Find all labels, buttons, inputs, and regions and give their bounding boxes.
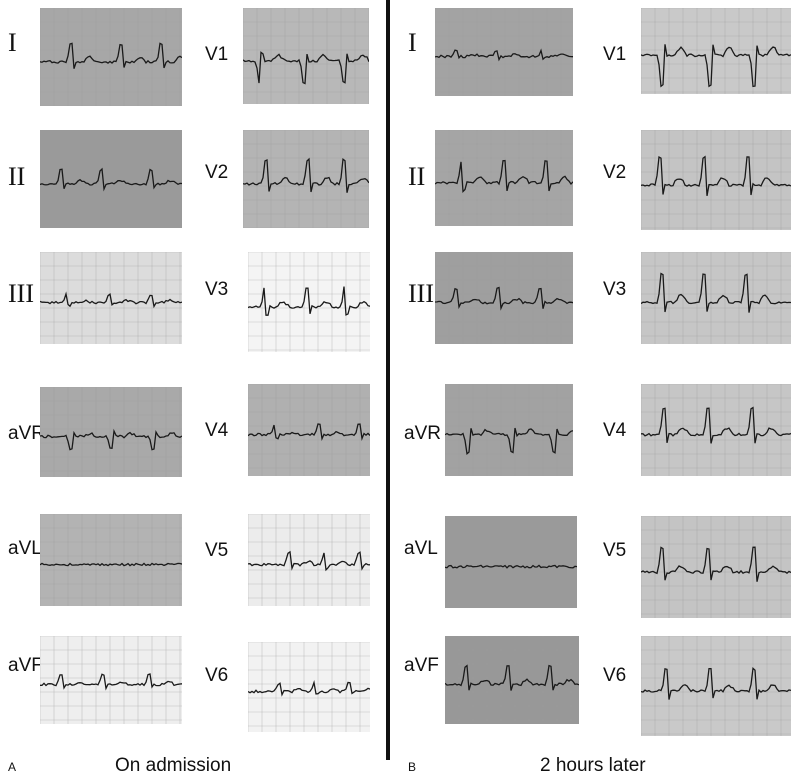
ecg-strip-b-avr [445, 384, 573, 476]
ecg-strip-a-v2 [243, 130, 369, 228]
ecg-strip-b-v5 [641, 516, 791, 618]
ecg-trace [243, 157, 369, 193]
lead-label-b-v1: V1 [603, 44, 627, 65]
ecg-trace [445, 427, 573, 455]
ecg-strip-a-avr [40, 387, 182, 477]
ecg-trace [445, 664, 579, 691]
lead-label-b-v6: V6 [603, 665, 627, 686]
ecg-strip-b-ii [435, 130, 573, 226]
ecg-strip-a-v3 [248, 252, 370, 352]
ecg-strip-b-v3 [641, 252, 791, 344]
lead-label-b-ii: II [408, 162, 426, 191]
ecg-strip-b-iii [435, 252, 573, 344]
ecg-strip-a-avf [40, 636, 182, 724]
lead-label-a-v4: V4 [205, 420, 229, 441]
ecg-strip-a-v1 [243, 8, 369, 104]
ecg-trace [40, 562, 182, 567]
panel-letter-a: A [8, 760, 17, 774]
ecg-trace [445, 564, 577, 569]
ecg-trace [641, 406, 791, 444]
ecg-trace [40, 167, 182, 192]
lead-label-a-v3: V3 [205, 279, 229, 300]
lead-label-b-iii: III [408, 279, 434, 308]
ecg-strip-a-iii [40, 252, 182, 344]
ecg-strip-b-v4 [641, 384, 791, 476]
ecg-trace [40, 42, 182, 69]
lead-label-a-v5: V5 [205, 540, 229, 561]
ecg-strip-a-v6 [248, 642, 370, 732]
ecg-strip-a-v4 [248, 384, 370, 476]
lead-label-b-v3: V3 [603, 279, 627, 300]
ecg-trace [248, 680, 370, 697]
ecg-strip-b-avf [445, 636, 579, 724]
ecg-trace [435, 159, 573, 193]
ecg-strip-a-v5 [248, 514, 370, 606]
lead-label-a-avr: aVR [8, 423, 45, 444]
ecg-strip-b-i [435, 8, 573, 96]
caption-2-hours-later: 2 hours later [540, 755, 646, 776]
lead-label-b-avl: aVL [404, 538, 438, 559]
ecg-trace [40, 673, 182, 691]
ecg-strip-b-v1 [641, 8, 791, 94]
ecg-strip-a-avl [40, 514, 182, 606]
lead-label-b-i: I [408, 28, 417, 57]
lead-label-a-v2: V2 [205, 162, 229, 183]
ecg-strip-a-ii [40, 130, 182, 228]
ecg-trace [248, 550, 370, 572]
ecg-trace [40, 428, 182, 451]
ecg-trace [40, 291, 182, 309]
ecg-trace [435, 286, 573, 311]
caption-on-admission: On admission [115, 755, 232, 776]
lead-label-b-v5: V5 [603, 540, 627, 561]
ecg-strip-b-avl [445, 516, 577, 608]
lead-label-b-v2: V2 [603, 162, 627, 183]
lead-label-a-v1: V1 [205, 44, 229, 65]
ecg-trace [641, 546, 791, 582]
ecg-trace [641, 666, 791, 700]
ecg-strip-a-i [40, 8, 182, 106]
lead-label-a-avl: aVL [8, 538, 42, 559]
ecg-trace [641, 272, 791, 313]
panel-divider [386, 0, 390, 760]
ecg-trace [248, 286, 370, 316]
ecg-trace [435, 48, 573, 62]
ecg-strip-b-v6 [641, 636, 791, 736]
lead-label-a-v6: V6 [205, 665, 229, 686]
ecg-trace [641, 44, 791, 88]
ecg-trace [248, 423, 370, 442]
lead-label-b-avf: aVF [404, 655, 439, 676]
ecg-strip-b-v2 [641, 130, 791, 230]
lead-label-a-i: I [8, 28, 17, 57]
lead-label-a-avf: aVF [8, 655, 43, 676]
ecg-trace [641, 155, 791, 197]
lead-label-a-iii: III [8, 279, 34, 308]
ecg-trace [243, 51, 369, 85]
lead-label-b-avr: aVR [404, 423, 441, 444]
lead-label-b-v4: V4 [603, 420, 627, 441]
panel-letter-b: B [408, 760, 417, 774]
lead-label-a-ii: II [8, 162, 26, 191]
